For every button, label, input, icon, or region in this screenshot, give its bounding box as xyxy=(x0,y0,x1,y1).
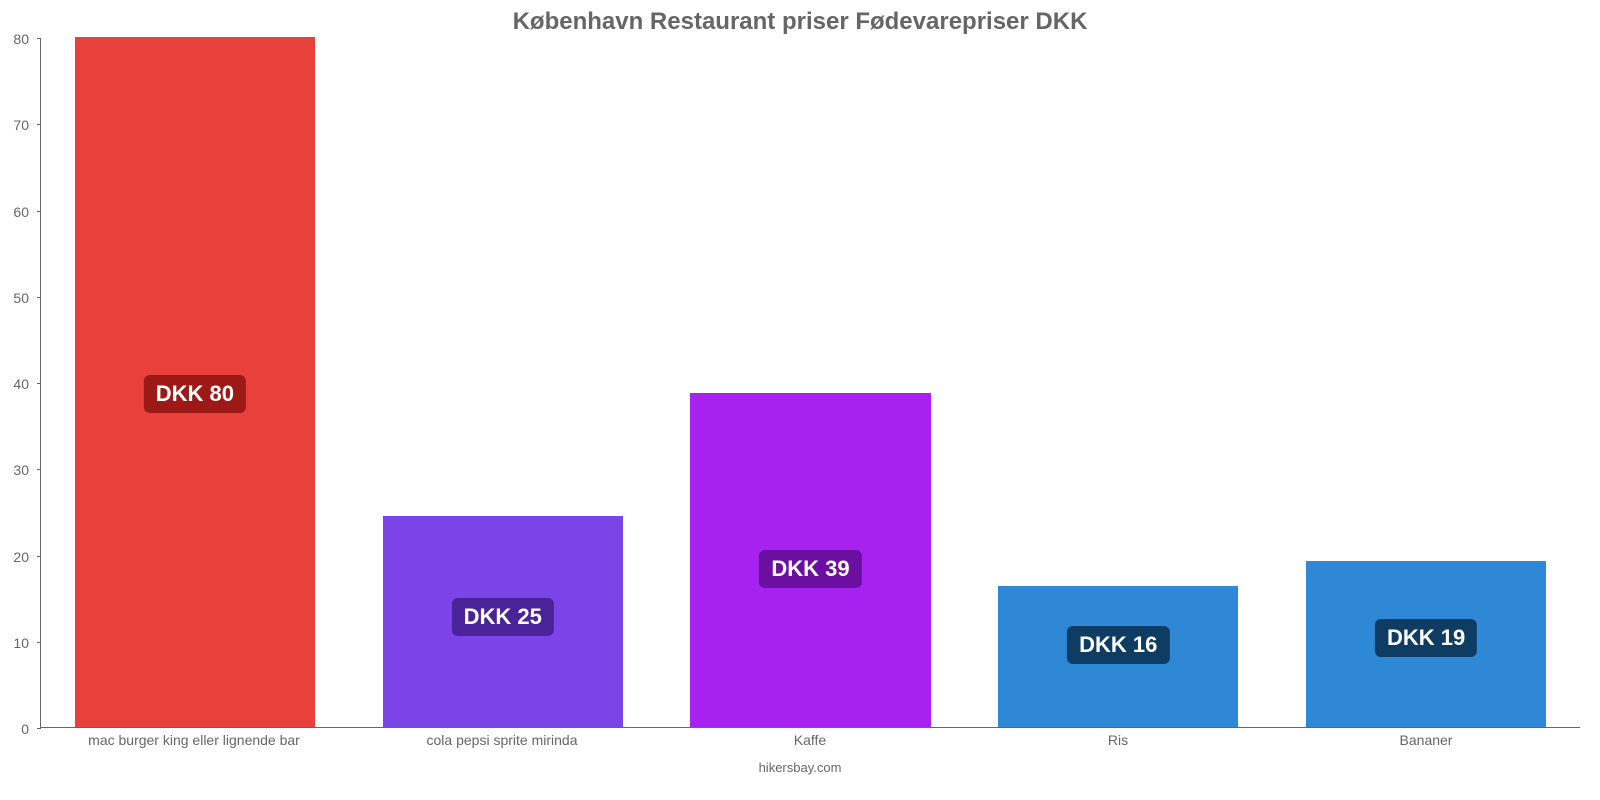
bar-value-badge: DKK 19 xyxy=(1375,619,1477,657)
x-axis-label: cola pepsi sprite mirinda xyxy=(348,732,656,748)
bar: DKK 80 xyxy=(75,37,315,727)
y-tick: 70 xyxy=(37,124,41,125)
bars-container: DKK 80 DKK 25 DKK 39 DKK 16 DKK 19 xyxy=(41,38,1580,727)
y-tick-label: 10 xyxy=(13,635,29,651)
x-axis-labels: mac burger king eller lignende barcola p… xyxy=(40,732,1580,748)
attribution-text: hikersbay.com xyxy=(0,760,1600,775)
y-tick: 40 xyxy=(37,383,41,384)
bar: DKK 39 xyxy=(690,393,930,727)
x-axis-label: Bananer xyxy=(1272,732,1580,748)
price-bar-chart: København Restaurant priser Fødevarepris… xyxy=(0,0,1600,800)
y-tick: 30 xyxy=(37,469,41,470)
bar: DKK 25 xyxy=(383,516,623,727)
bar-slot: DKK 19 xyxy=(1272,38,1580,727)
bar-slot: DKK 25 xyxy=(349,38,657,727)
y-tick: 50 xyxy=(37,297,41,298)
bar-value-badge: DKK 25 xyxy=(452,598,554,636)
bar-slot: DKK 16 xyxy=(964,38,1272,727)
y-tick-label: 20 xyxy=(13,549,29,565)
y-tick-label: 50 xyxy=(13,290,29,306)
x-axis-label: Kaffe xyxy=(656,732,964,748)
x-axis-label: mac burger king eller lignende bar xyxy=(40,732,348,748)
y-tick-label: 30 xyxy=(13,462,29,478)
bar-value-badge: DKK 16 xyxy=(1067,626,1169,664)
y-tick: 20 xyxy=(37,556,41,557)
bar-value-badge: DKK 80 xyxy=(144,375,246,413)
bar-slot: DKK 39 xyxy=(657,38,965,727)
y-tick: 10 xyxy=(37,642,41,643)
y-tick-label: 40 xyxy=(13,376,29,392)
bar-value-badge: DKK 39 xyxy=(759,550,861,588)
y-tick-label: 0 xyxy=(21,721,29,737)
bar-slot: DKK 80 xyxy=(41,38,349,727)
x-axis-label: Ris xyxy=(964,732,1272,748)
y-tick: 80 xyxy=(37,38,41,39)
plot-area: DKK 80 DKK 25 DKK 39 DKK 16 DKK 19 0 10 20 30 40… xyxy=(40,38,1580,728)
y-tick-label: 80 xyxy=(13,31,29,47)
y-tick-label: 60 xyxy=(13,204,29,220)
y-tick: 0 xyxy=(37,728,41,729)
y-tick: 60 xyxy=(37,211,41,212)
chart-title: København Restaurant priser Fødevarepris… xyxy=(0,8,1600,36)
y-tick-label: 70 xyxy=(13,117,29,133)
bar: DKK 19 xyxy=(1306,561,1546,727)
bar: DKK 16 xyxy=(998,586,1238,727)
